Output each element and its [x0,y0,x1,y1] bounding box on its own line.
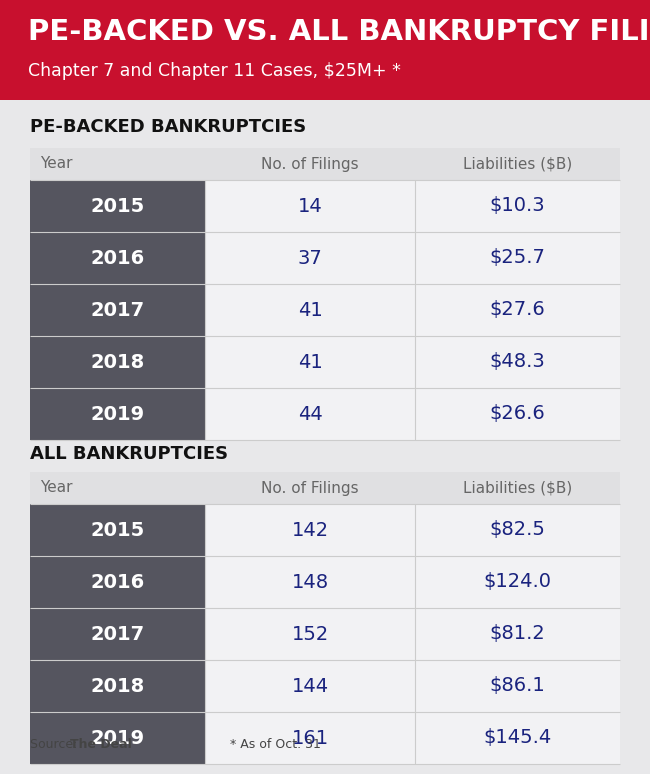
Text: $27.6: $27.6 [489,300,545,320]
Text: 148: 148 [291,573,328,591]
Text: Chapter 7 and Chapter 11 Cases, $25M+ *: Chapter 7 and Chapter 11 Cases, $25M+ * [28,62,401,80]
Bar [30,472,620,504]
Text: 2016: 2016 [90,573,144,591]
Bar [30,284,620,336]
Text: 2016: 2016 [90,248,144,268]
Text: $124.0: $124.0 [484,573,551,591]
Text: 41: 41 [298,300,322,320]
Bar [0,0,650,100]
Text: 152: 152 [291,625,329,643]
Text: $82.5: $82.5 [489,520,545,539]
Text: $48.3: $48.3 [489,352,545,372]
Bar [30,148,620,180]
Text: 14: 14 [298,197,322,215]
Text: $25.7: $25.7 [489,248,545,268]
Text: The Deal: The Deal [70,738,132,751]
Text: 144: 144 [291,676,328,696]
Bar [30,180,205,232]
Bar [30,712,620,764]
Text: $26.6: $26.6 [489,405,545,423]
Bar [30,232,205,284]
Text: 2017: 2017 [90,625,144,643]
Text: ALL BANKRUPTCIES: ALL BANKRUPTCIES [30,445,228,463]
Bar [30,388,205,440]
Bar [30,284,205,336]
Text: Year: Year [40,481,73,495]
Text: Source:: Source: [30,738,81,751]
Text: 2019: 2019 [90,728,144,748]
Text: 2015: 2015 [90,520,144,539]
Text: 44: 44 [298,405,322,423]
Bar [30,232,620,284]
Text: PE-BACKED BANKRUPTCIES: PE-BACKED BANKRUPTCIES [30,118,306,136]
Bar [30,180,620,232]
Bar [30,660,620,712]
Bar [30,388,620,440]
Text: 41: 41 [298,352,322,372]
Bar [30,660,205,712]
Text: 2018: 2018 [90,676,144,696]
Text: $81.2: $81.2 [489,625,545,643]
Text: $10.3: $10.3 [489,197,545,215]
Text: 2017: 2017 [90,300,144,320]
Text: 2015: 2015 [90,197,144,215]
Text: 142: 142 [291,520,328,539]
Bar [30,336,205,388]
Bar [30,712,205,764]
Text: $145.4: $145.4 [484,728,552,748]
Text: Liabilities ($B): Liabilities ($B) [463,156,572,172]
Bar [30,556,620,608]
Text: 161: 161 [291,728,328,748]
Bar [30,608,205,660]
Bar [30,504,620,556]
Text: 2019: 2019 [90,405,144,423]
Bar [30,336,620,388]
Bar [30,608,620,660]
Bar [30,504,205,556]
Text: $86.1: $86.1 [489,676,545,696]
Text: No. of Filings: No. of Filings [261,156,359,172]
Text: PE-BACKED VS. ALL BANKRUPTCY FILINGS 2019: PE-BACKED VS. ALL BANKRUPTCY FILINGS 201… [28,18,650,46]
Text: * As of Oct. 31: * As of Oct. 31 [230,738,321,751]
Text: 37: 37 [298,248,322,268]
Bar [30,556,205,608]
Text: 2018: 2018 [90,352,144,372]
Text: Liabilities ($B): Liabilities ($B) [463,481,572,495]
Text: Year: Year [40,156,73,172]
Text: No. of Filings: No. of Filings [261,481,359,495]
